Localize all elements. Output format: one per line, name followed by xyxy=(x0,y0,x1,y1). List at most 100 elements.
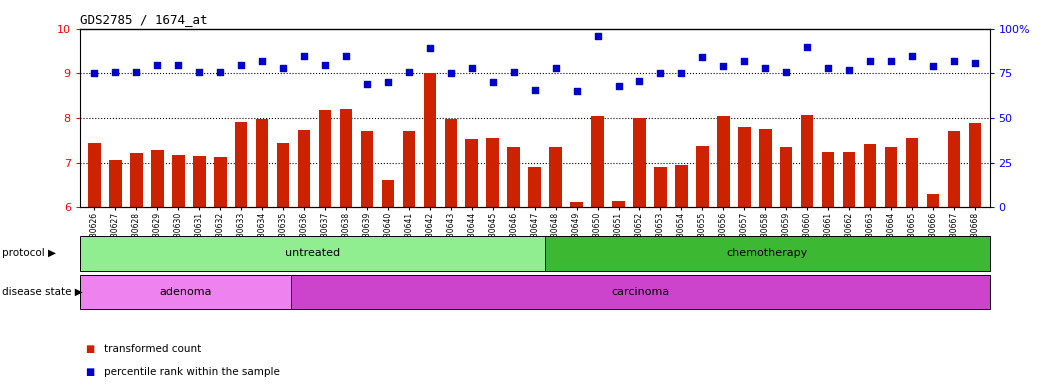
Bar xyxy=(151,150,164,207)
Point xyxy=(253,58,270,64)
Point xyxy=(882,58,899,64)
Bar xyxy=(508,147,520,207)
Point xyxy=(421,45,438,51)
Bar xyxy=(214,157,227,207)
Point xyxy=(190,69,207,75)
Point xyxy=(841,67,858,73)
Bar xyxy=(80,275,292,309)
Bar xyxy=(529,167,541,207)
Point xyxy=(359,81,376,87)
Bar xyxy=(612,201,625,207)
Point xyxy=(380,79,397,85)
Bar xyxy=(927,194,940,207)
Point xyxy=(568,88,585,94)
Point xyxy=(547,65,564,71)
Point xyxy=(106,69,123,75)
Point xyxy=(149,61,166,68)
Point xyxy=(799,43,816,50)
Bar xyxy=(968,122,981,207)
Point xyxy=(589,33,606,39)
Bar xyxy=(864,144,877,207)
Bar xyxy=(130,153,143,207)
Bar xyxy=(402,131,415,207)
Bar xyxy=(465,139,478,207)
Bar xyxy=(696,146,709,207)
Point xyxy=(296,53,313,59)
Point xyxy=(966,60,983,66)
Bar xyxy=(549,147,562,207)
Bar xyxy=(759,129,771,207)
Bar xyxy=(801,114,814,207)
Text: disease state ▶: disease state ▶ xyxy=(2,287,83,297)
Point xyxy=(233,61,250,68)
Bar xyxy=(110,161,121,207)
Bar xyxy=(654,167,667,207)
Point xyxy=(86,70,103,76)
Point xyxy=(819,65,836,71)
Text: adenoma: adenoma xyxy=(160,287,212,297)
Bar xyxy=(633,118,646,207)
Bar xyxy=(172,155,185,207)
Point xyxy=(212,69,229,75)
Point xyxy=(484,79,501,85)
Point xyxy=(275,65,292,71)
Point xyxy=(778,69,795,75)
Text: GDS2785 / 1674_at: GDS2785 / 1674_at xyxy=(80,13,207,26)
Bar xyxy=(255,119,268,207)
Bar xyxy=(905,138,918,207)
Point xyxy=(505,69,522,75)
Bar xyxy=(88,142,101,207)
Point xyxy=(672,70,689,76)
Bar xyxy=(80,236,545,271)
Point xyxy=(526,86,543,93)
Text: untreated: untreated xyxy=(285,248,340,258)
Point xyxy=(652,70,669,76)
Bar xyxy=(319,110,331,207)
Bar xyxy=(298,130,311,207)
Text: carcinoma: carcinoma xyxy=(612,287,669,297)
Point xyxy=(337,53,354,59)
Bar xyxy=(738,127,750,207)
Bar xyxy=(445,119,458,207)
Bar xyxy=(292,275,990,309)
Point xyxy=(443,70,460,76)
Bar xyxy=(717,116,730,207)
Point xyxy=(694,54,711,60)
Text: ■: ■ xyxy=(85,367,95,377)
Point xyxy=(715,63,732,70)
Bar xyxy=(277,142,289,207)
Point xyxy=(631,78,648,84)
Bar xyxy=(545,236,990,271)
Bar xyxy=(235,122,248,207)
Bar xyxy=(843,152,855,207)
Point xyxy=(128,69,145,75)
Bar xyxy=(570,202,583,207)
Bar xyxy=(193,156,205,207)
Bar xyxy=(339,109,352,207)
Point xyxy=(757,65,774,71)
Text: percentile rank within the sample: percentile rank within the sample xyxy=(104,367,280,377)
Text: ■: ■ xyxy=(85,344,95,354)
Point xyxy=(170,61,187,68)
Bar xyxy=(382,180,395,207)
Point xyxy=(736,58,753,64)
Text: transformed count: transformed count xyxy=(104,344,201,354)
Bar xyxy=(821,152,834,207)
Point xyxy=(400,69,417,75)
Bar xyxy=(423,73,436,207)
Bar xyxy=(592,116,604,207)
Point xyxy=(903,53,920,59)
Bar xyxy=(948,131,960,207)
Bar xyxy=(780,147,793,207)
Point xyxy=(463,65,480,71)
Point xyxy=(610,83,627,89)
Point xyxy=(946,58,963,64)
Point xyxy=(316,61,333,68)
Bar xyxy=(486,138,499,207)
Point xyxy=(925,63,942,70)
Text: chemotherapy: chemotherapy xyxy=(727,248,808,258)
Bar xyxy=(361,131,373,207)
Bar xyxy=(884,147,897,207)
Text: protocol ▶: protocol ▶ xyxy=(2,248,56,258)
Point xyxy=(862,58,879,64)
